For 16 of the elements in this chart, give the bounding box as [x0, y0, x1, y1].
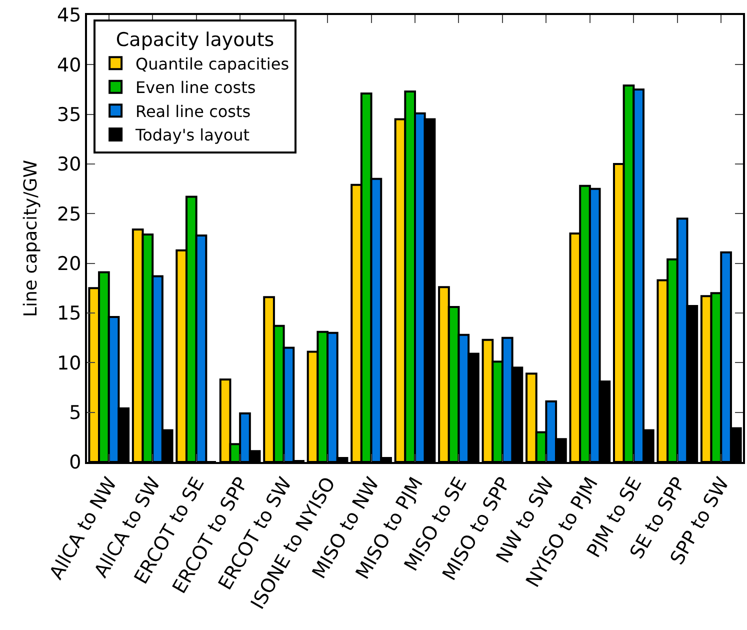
y-tick-label: 45 — [57, 4, 82, 27]
y-tick-label: 15 — [57, 302, 82, 325]
legend-title: Capacity layouts — [116, 29, 274, 52]
y-tick-label: 30 — [57, 154, 82, 176]
legend-label: Today's layout — [134, 126, 250, 145]
y-tick-label: 35 — [57, 104, 82, 126]
legend-label: Even line costs — [136, 78, 256, 98]
legend-label: Quantile capacities — [136, 54, 290, 74]
y-tick-label: 40 — [57, 54, 82, 76]
y-axis-title: Line capacity/GW — [20, 160, 42, 318]
y-tick-label: 0 — [69, 452, 82, 474]
y-tick-label: 10 — [57, 352, 82, 374]
legend-label: Real line costs — [136, 102, 251, 121]
y-tick-label: 25 — [57, 203, 82, 226]
y-tick-label: 5 — [69, 402, 82, 424]
y-tick-label: 20 — [57, 252, 82, 275]
